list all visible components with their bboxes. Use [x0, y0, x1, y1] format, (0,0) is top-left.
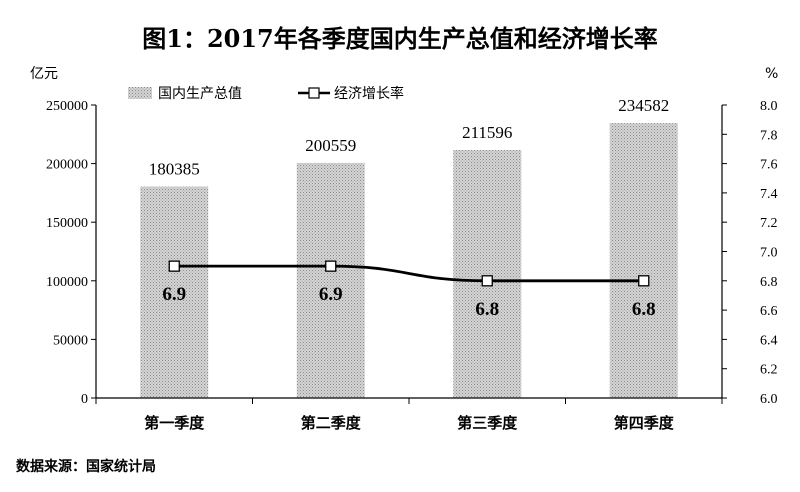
y-tick-label-2: 100000 [46, 275, 88, 290]
y2-tick-label-8: 7.6 [760, 158, 778, 173]
growth-rate-line [174, 264, 644, 283]
growth-rate-marker-4 [638, 275, 650, 287]
x-tick-label-1: 第一季度 [144, 414, 205, 432]
growth-rate-label-1: 6.9 [162, 284, 186, 305]
growth-rate-marker-2 [325, 260, 337, 272]
x-tick-label-3: 第三季度 [457, 414, 518, 432]
x-tick-label-4: 第四季度 [614, 414, 675, 432]
bar-value-label-1: 180385 [149, 160, 200, 179]
bar-value-label-3: 211596 [462, 123, 512, 142]
y2-tick-label-1: 6.2 [760, 363, 778, 378]
y-axis-unit-label: 亿元 [30, 66, 58, 82]
y2-tick-label-7: 7.4 [760, 187, 778, 202]
y2-tick-label-3: 6.6 [760, 304, 778, 319]
bar-gdp-2 [296, 162, 365, 398]
bar-gdp-4 [609, 123, 678, 399]
y2-tick-label-5: 7.0 [760, 246, 778, 261]
y2-tick-label-0: 6.0 [760, 392, 778, 407]
growth-rate-label-2: 6.9 [319, 284, 343, 305]
y2-tick-label-4: 6.8 [760, 275, 778, 290]
bar-value-label-2: 200559 [305, 136, 356, 155]
bar-gdp-1 [140, 186, 209, 398]
y-tick-label-1: 50000 [53, 333, 88, 348]
y-tick-label-0: 0 [81, 392, 88, 407]
growth-rate-marker-3 [481, 275, 493, 287]
y2-tick-label-2: 6.4 [760, 333, 778, 348]
y-tick-label-3: 150000 [46, 216, 88, 231]
legend: 国内生产总值 经济增长率 [128, 85, 404, 102]
y-tick-label-4: 200000 [46, 158, 88, 173]
y2-tick-label-10: 8.0 [760, 99, 778, 114]
legend-swatch-gdp [128, 87, 152, 99]
bar-value-label-4: 234582 [618, 96, 669, 115]
chart-title: 图1：2017年各季度国内生产总值和经济增长率 [142, 24, 658, 53]
legend-label-gdp: 国内生产总值 [158, 86, 242, 102]
source-note: 数据来源：国家统计局 [16, 458, 156, 475]
growth-rate-marker-1 [168, 260, 180, 272]
legend-swatch-growth-marker [308, 87, 320, 99]
bar-gdp-3 [453, 150, 522, 398]
growth-rate-label-3: 6.8 [475, 299, 499, 320]
y-tick-label-5: 250000 [46, 99, 88, 114]
y2-axis-unit-label: % [765, 66, 778, 82]
legend-label-growth: 经济增长率 [334, 85, 404, 102]
y2-tick-label-6: 7.2 [760, 216, 778, 231]
y2-tick-label-9: 7.8 [760, 128, 778, 143]
growth-rate-label-4: 6.8 [632, 299, 656, 320]
x-tick-label-2: 第二季度 [301, 414, 362, 432]
